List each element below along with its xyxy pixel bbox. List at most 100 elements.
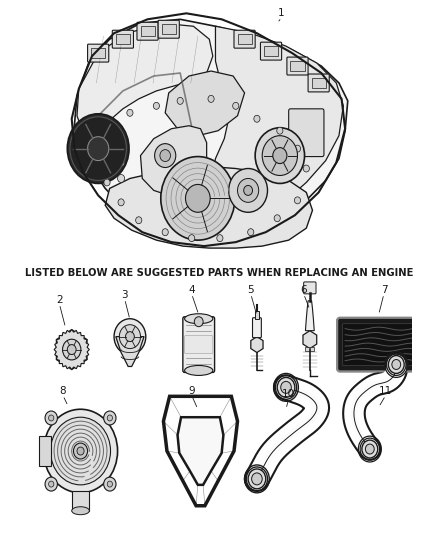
Text: 2: 2	[56, 295, 63, 305]
Circle shape	[389, 356, 404, 374]
Circle shape	[104, 477, 116, 491]
FancyBboxPatch shape	[183, 317, 215, 373]
Text: 8: 8	[60, 386, 66, 397]
Bar	[91, 48, 105, 58]
Polygon shape	[57, 330, 87, 369]
Circle shape	[294, 145, 300, 152]
Circle shape	[107, 481, 113, 487]
Circle shape	[126, 332, 134, 342]
Text: 3: 3	[121, 290, 128, 300]
Circle shape	[49, 481, 54, 487]
Circle shape	[281, 382, 291, 393]
Circle shape	[115, 132, 121, 139]
FancyBboxPatch shape	[234, 30, 255, 48]
Polygon shape	[305, 301, 314, 330]
Text: 4: 4	[188, 285, 195, 295]
Circle shape	[392, 360, 401, 369]
Circle shape	[237, 179, 259, 203]
Circle shape	[45, 411, 57, 425]
Circle shape	[155, 144, 176, 167]
Circle shape	[88, 136, 109, 160]
Bar	[72, 491, 89, 511]
Text: 11: 11	[379, 386, 392, 397]
Circle shape	[194, 317, 203, 327]
Bar	[305, 346, 314, 351]
FancyBboxPatch shape	[137, 22, 158, 40]
Circle shape	[277, 377, 295, 397]
Circle shape	[273, 148, 287, 164]
Circle shape	[294, 197, 300, 204]
Circle shape	[77, 447, 84, 455]
Polygon shape	[54, 330, 89, 369]
Circle shape	[217, 235, 223, 241]
FancyBboxPatch shape	[337, 318, 420, 372]
Circle shape	[274, 215, 280, 222]
Circle shape	[252, 473, 262, 485]
Circle shape	[117, 174, 125, 182]
Polygon shape	[211, 26, 343, 218]
Text: 9: 9	[188, 386, 195, 397]
Ellipse shape	[72, 507, 89, 515]
Circle shape	[70, 117, 127, 181]
Circle shape	[208, 95, 214, 102]
Circle shape	[247, 229, 254, 236]
Circle shape	[117, 144, 125, 152]
FancyBboxPatch shape	[184, 336, 213, 353]
FancyBboxPatch shape	[253, 318, 261, 337]
Polygon shape	[303, 330, 317, 349]
Circle shape	[45, 477, 57, 491]
Circle shape	[153, 102, 159, 109]
Circle shape	[63, 339, 81, 360]
Text: 10: 10	[282, 389, 295, 399]
Circle shape	[229, 168, 268, 212]
FancyBboxPatch shape	[158, 20, 179, 38]
Polygon shape	[251, 337, 263, 352]
Circle shape	[117, 158, 125, 166]
Circle shape	[185, 184, 210, 212]
Circle shape	[104, 179, 110, 186]
Circle shape	[50, 417, 110, 485]
Circle shape	[114, 319, 146, 354]
Circle shape	[277, 127, 283, 134]
Circle shape	[177, 98, 183, 104]
Polygon shape	[141, 126, 207, 196]
FancyBboxPatch shape	[88, 44, 109, 62]
Text: LISTED BELOW ARE SUGGESTED PARTS WHEN REPLACING AN ENGINE: LISTED BELOW ARE SUGGESTED PARTS WHEN RE…	[25, 268, 413, 278]
Circle shape	[160, 150, 170, 161]
Bar	[237, 34, 252, 44]
Circle shape	[49, 415, 54, 421]
Bar	[255, 311, 259, 319]
Circle shape	[254, 115, 260, 122]
Circle shape	[189, 235, 195, 241]
Text: 7: 7	[381, 285, 387, 295]
Circle shape	[67, 345, 76, 354]
FancyBboxPatch shape	[308, 74, 329, 92]
Polygon shape	[105, 166, 312, 248]
Circle shape	[362, 440, 378, 458]
Circle shape	[161, 157, 235, 240]
Polygon shape	[177, 417, 223, 485]
Circle shape	[107, 415, 113, 421]
Circle shape	[248, 469, 266, 489]
Circle shape	[127, 109, 133, 116]
Ellipse shape	[184, 314, 213, 324]
FancyBboxPatch shape	[287, 57, 308, 75]
Circle shape	[74, 443, 88, 459]
Circle shape	[255, 128, 304, 183]
Polygon shape	[77, 23, 213, 139]
Text: 6: 6	[300, 285, 307, 295]
Circle shape	[67, 114, 129, 183]
Polygon shape	[74, 19, 348, 243]
Circle shape	[162, 229, 168, 236]
Text: 1: 1	[278, 9, 285, 18]
Bar	[311, 78, 326, 88]
FancyBboxPatch shape	[343, 324, 415, 366]
Polygon shape	[116, 337, 144, 367]
FancyBboxPatch shape	[289, 109, 324, 157]
Circle shape	[262, 136, 297, 175]
Circle shape	[119, 325, 141, 349]
Polygon shape	[39, 436, 50, 466]
FancyBboxPatch shape	[112, 30, 134, 48]
Bar	[290, 61, 304, 71]
FancyBboxPatch shape	[261, 42, 282, 60]
